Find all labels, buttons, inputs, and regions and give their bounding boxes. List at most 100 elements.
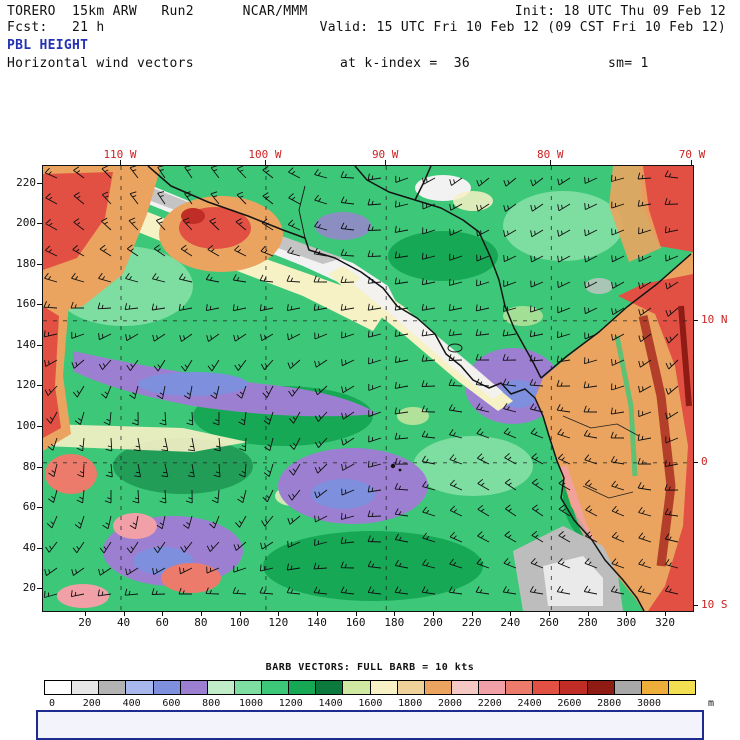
colorbar-tick-label: 1600 bbox=[358, 698, 383, 709]
x-axis-label: 160 bbox=[345, 616, 366, 629]
colorbar-tick-label: 600 bbox=[162, 698, 181, 709]
x-axis-label: 20 bbox=[78, 616, 92, 629]
axis-tick bbox=[665, 611, 667, 616]
smoothing-label: sm= 1 bbox=[608, 56, 649, 71]
model-title: TORERO 15km ARW Run2 NCAR/MMM bbox=[7, 4, 308, 19]
x-axis-label: 100 bbox=[229, 616, 250, 629]
colorbar-cell bbox=[234, 681, 262, 694]
x-axis-label: 220 bbox=[461, 616, 482, 629]
colorbar-cell bbox=[587, 681, 615, 694]
x-axis-label: 280 bbox=[577, 616, 598, 629]
longitude-label: 110 W bbox=[103, 148, 137, 161]
colorbar-labels: m 0 200 400 600 800 1000 1200 1400 1600 1800 2000 2… bbox=[44, 698, 740, 710]
colorbar-cell bbox=[180, 681, 208, 694]
y-axis-label: 200 bbox=[16, 216, 36, 230]
wind-barbs bbox=[43, 166, 679, 598]
axis-tick bbox=[37, 385, 42, 387]
colorbar-cell bbox=[207, 681, 235, 694]
y-axis-label: 220 bbox=[16, 175, 36, 189]
y-axis-label: 80 bbox=[22, 459, 36, 473]
colorbar-tick-label: 2000 bbox=[437, 698, 463, 709]
colorbar-cell bbox=[45, 681, 73, 694]
y-axis-label: 40 bbox=[22, 540, 36, 554]
axis-tick bbox=[385, 160, 387, 165]
axis-tick bbox=[37, 426, 42, 428]
colorbar-tick-label: 2400 bbox=[517, 698, 542, 709]
colorbar-cell bbox=[99, 681, 127, 694]
colorbar-cell bbox=[343, 681, 371, 694]
axis-tick bbox=[550, 160, 552, 165]
axis-tick bbox=[123, 611, 125, 616]
colorbar-tick-label: 3000 bbox=[636, 698, 662, 709]
map-plot-area bbox=[42, 165, 694, 612]
colorbar-cell bbox=[614, 681, 642, 694]
init-time: Init: 18 UTC Thu 09 Feb 12 bbox=[514, 4, 726, 19]
x-axis-label: 140 bbox=[307, 616, 327, 629]
y-axis-label: 20 bbox=[22, 581, 36, 595]
latitude-label: 0 bbox=[701, 454, 708, 468]
latlon-gridlines bbox=[43, 166, 693, 611]
colorbar-tick-label: 1000 bbox=[238, 698, 264, 709]
colorbar-tick-label: 200 bbox=[82, 698, 101, 709]
axis-tick bbox=[37, 466, 42, 468]
colorbar-tick-label: 2600 bbox=[557, 698, 582, 709]
colorbar-cell bbox=[533, 681, 561, 694]
colorbar-cell bbox=[72, 681, 100, 694]
axis-tick bbox=[316, 611, 318, 616]
axis-tick bbox=[37, 547, 42, 549]
axis-tick bbox=[162, 611, 164, 616]
y-axis-label: 120 bbox=[16, 378, 36, 392]
y-axis-label: 180 bbox=[16, 256, 36, 270]
x-axis-label: 60 bbox=[155, 616, 169, 629]
colorbar-cell bbox=[289, 681, 317, 694]
valid-time: Valid: 15 UTC Fri 10 Feb 12 (09 CST Fri … bbox=[319, 20, 726, 35]
axis-tick bbox=[549, 611, 550, 616]
axis-tick bbox=[278, 611, 280, 616]
x-axis-label: 260 bbox=[539, 616, 559, 629]
colorbar-unit: m bbox=[708, 698, 715, 709]
x-axis-label: 300 bbox=[616, 616, 637, 629]
axis-tick bbox=[37, 344, 42, 346]
colorbar-cell bbox=[479, 681, 507, 694]
x-axis-label: 320 bbox=[655, 616, 675, 629]
colorbar-cell bbox=[668, 681, 695, 694]
barb-legend: BARB VECTORS: FULL BARB = 10 kts bbox=[265, 662, 475, 673]
colorbar bbox=[44, 680, 696, 695]
axis-tick bbox=[37, 182, 42, 184]
field-name: PBL HEIGHT bbox=[7, 38, 89, 53]
axis-tick bbox=[37, 223, 42, 225]
forecast-hour: Fcst: 21 h bbox=[7, 20, 105, 35]
axis-tick bbox=[432, 611, 434, 616]
model-info-line1: Model Info: V3.3.1 KF YSU PBL WDM 6class… bbox=[38, 737, 702, 740]
axis-tick bbox=[587, 611, 589, 616]
colorbar-cell bbox=[397, 681, 425, 694]
axis-tick bbox=[37, 588, 42, 590]
colorbar-cell bbox=[451, 681, 479, 694]
colorbar-cell bbox=[424, 681, 452, 694]
overlay-description: Horizontal wind vectors bbox=[7, 56, 194, 71]
latitude-label: 10 N bbox=[701, 312, 728, 326]
axis-tick bbox=[471, 611, 473, 616]
colorbar-cell bbox=[560, 681, 588, 694]
colorbar-cell bbox=[262, 681, 290, 694]
colorbar-tick-label: 1800 bbox=[398, 698, 423, 709]
colorbar-tick-label: 0 bbox=[48, 698, 56, 709]
axis-tick bbox=[691, 160, 693, 165]
y-axis-label: 60 bbox=[22, 500, 36, 514]
colorbar-tick-label: 1200 bbox=[278, 698, 303, 709]
axis-tick bbox=[200, 611, 202, 616]
latitude-label: 10 S bbox=[701, 598, 728, 612]
axis-tick bbox=[626, 611, 628, 616]
axis-tick bbox=[37, 507, 42, 509]
colorbar-tick-label: 1400 bbox=[318, 698, 343, 709]
x-axis-label: 40 bbox=[116, 616, 131, 629]
longitude-label: 70 W bbox=[678, 148, 706, 161]
pbl-height-field bbox=[43, 166, 693, 611]
longitude-label: 80 W bbox=[537, 148, 564, 161]
model-info-footer: Model Info: V3.3.1 KF YSU PBL WDM 6class… bbox=[36, 710, 704, 740]
colorbar-cell bbox=[641, 681, 669, 694]
colorbar-tick-label: 400 bbox=[122, 698, 141, 709]
k-index-label: at k-index = 36 bbox=[340, 56, 471, 71]
longitude-label: 100 W bbox=[248, 148, 282, 161]
